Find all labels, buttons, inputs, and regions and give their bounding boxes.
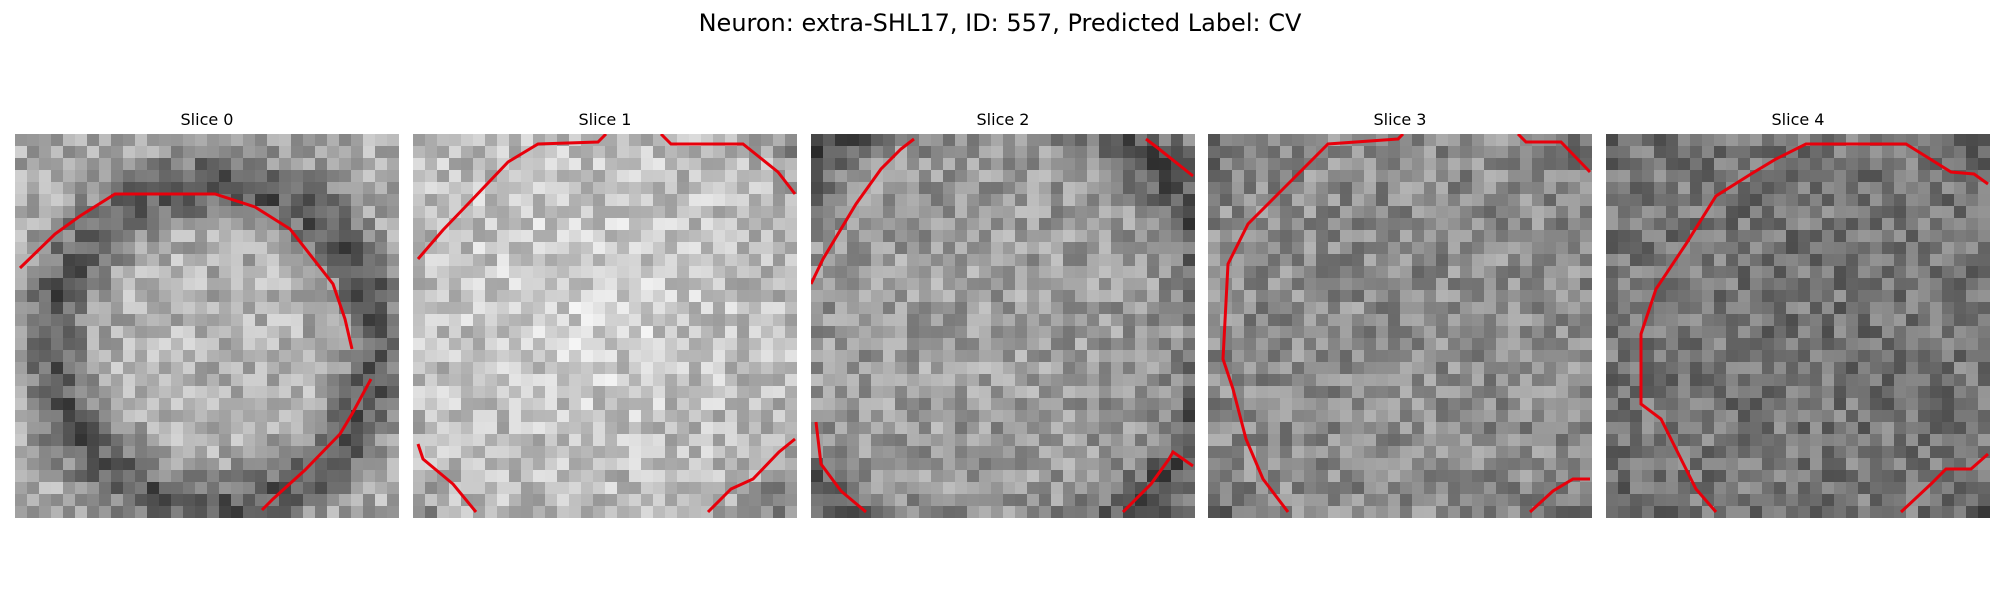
- neuron-contour: [1516, 134, 1592, 174]
- neuron-contour: [416, 134, 608, 260]
- slice-panel-3: Slice 3: [1208, 110, 1592, 518]
- neuron-contour: [416, 443, 478, 513]
- grayscale-noise-grid: [1208, 134, 1592, 518]
- neuron-contour: [1899, 452, 1989, 514]
- neuron-contour: [18, 192, 354, 350]
- slice-image-1: [413, 134, 797, 518]
- neuron-contour: [1639, 142, 1989, 513]
- grayscale-noise-grid: [15, 134, 399, 518]
- slice-title-2: Slice 2: [976, 110, 1030, 129]
- slice-image-2: [811, 134, 1195, 518]
- slice-image-3: [1208, 134, 1592, 518]
- grayscale-noise-grid: [1606, 134, 1990, 518]
- slice-title-4: Slice 4: [1771, 110, 1825, 129]
- slice-title-1: Slice 1: [578, 110, 632, 129]
- neuron-contour: [1528, 477, 1590, 514]
- neuron-contour: [814, 421, 867, 514]
- figure-title: Neuron: extra-SHL17, ID: 557, Predicted …: [698, 9, 1302, 37]
- grayscale-noise-grid: [811, 134, 1195, 518]
- slice-title-0: Slice 0: [180, 110, 234, 129]
- slice-panel-0: Slice 0: [15, 110, 399, 518]
- slice-image-4: [1606, 134, 1990, 518]
- neuron-contour: [811, 137, 915, 285]
- slice-panel-2: Slice 2: [811, 110, 1195, 518]
- neuron-contour: [1221, 134, 1405, 513]
- slice-panel-4: Slice 4: [1606, 110, 1990, 518]
- neuron-contour: [706, 437, 796, 514]
- slice-title-3: Slice 3: [1373, 110, 1427, 129]
- neuron-contour: [1145, 137, 1194, 178]
- neuron-contour: [260, 378, 373, 512]
- neuron-contour: [659, 134, 797, 195]
- slice-panel-1: Slice 1: [413, 110, 797, 518]
- neuron-contour: [1121, 449, 1194, 514]
- slice-image-0: [15, 134, 399, 518]
- grayscale-noise-grid: [413, 134, 797, 518]
